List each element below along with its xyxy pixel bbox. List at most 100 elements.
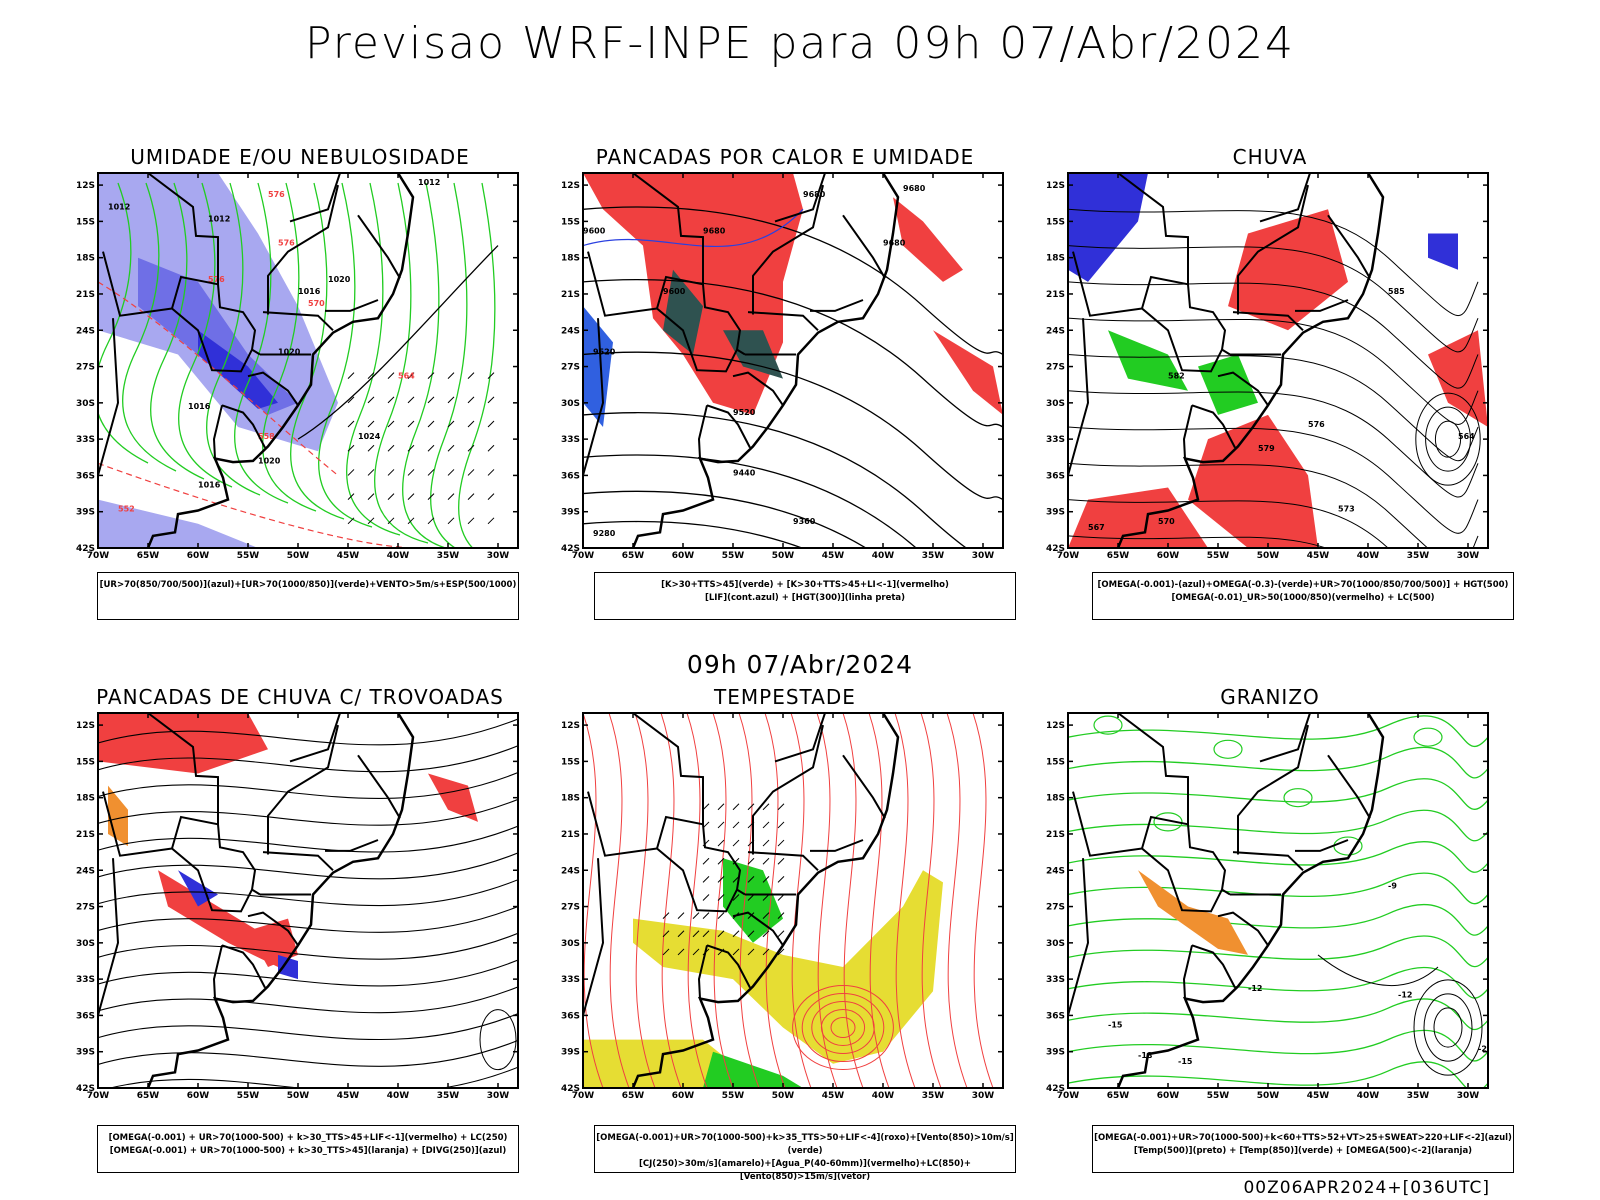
contour-label: -12 [1398, 990, 1412, 999]
lat-tick-label: 39S [76, 1048, 95, 1058]
lon-tick-label: 70W [572, 551, 595, 561]
humidity-contour [346, 182, 401, 536]
height-contour [1068, 281, 1479, 389]
wind-vector [662, 912, 670, 919]
contour-label: -21 [1478, 1045, 1493, 1054]
state-border [1232, 851, 1304, 872]
height-contour [1068, 426, 1479, 534]
lon-tick-label: 40W [872, 551, 895, 561]
contour-label: 1020 [328, 275, 351, 284]
lat-tick-label: 21S [561, 290, 580, 300]
lat-tick-label: 21S [1046, 290, 1065, 300]
state-border [1117, 713, 1189, 825]
lat-tick-label: 36S [1046, 1011, 1065, 1021]
lat-tick-label: 12S [76, 721, 95, 731]
contour-label: 576 [1308, 420, 1325, 429]
wind-vector [777, 912, 785, 919]
thunderstorm-area [158, 870, 278, 967]
height-contour [1425, 406, 1471, 472]
lat-tick-label: 33S [1046, 975, 1065, 985]
state-border [842, 754, 886, 819]
lat-tick-label: 42S [76, 1084, 95, 1094]
streamline [98, 745, 518, 773]
omega-area [1138, 870, 1248, 955]
lon-tick-label: 30W [487, 551, 510, 561]
temp850-contour [1068, 998, 1488, 1031]
wind-vector [447, 517, 455, 525]
temp850-contour [1068, 872, 1488, 905]
temp850-contour [1153, 812, 1183, 832]
wind-vector [467, 493, 475, 500]
precipitable-water-contour [868, 713, 890, 1088]
wind-vector [347, 469, 355, 476]
contour-label: 9680 [883, 239, 906, 248]
panel-title: PANCADAS DE CHUVA C/ TROVOADAS [96, 685, 504, 709]
contour-label: 552 [118, 505, 135, 514]
contour-label: 1016 [188, 402, 211, 411]
wind-vector [692, 930, 700, 938]
rain-area [1188, 414, 1318, 548]
wind-vector [387, 517, 395, 525]
wind-vector [747, 803, 755, 811]
lat-tick-label: 30S [1046, 939, 1065, 949]
lat-tick-label: 42S [76, 544, 95, 554]
lat-tick-label: 15S [76, 757, 95, 767]
contour-label: 582 [1168, 372, 1185, 381]
wind-vector [407, 396, 415, 404]
contour-label: 9680 [703, 226, 726, 235]
legend-line: [OMEGA(-0.001)-(azul)+OMEGA(-0.3)-(verde… [1097, 580, 1509, 590]
wind-vector [447, 444, 455, 452]
lon-tick-label: 55W [1207, 551, 1230, 561]
thickness-contour [98, 462, 419, 548]
height-contour [1068, 462, 1479, 548]
state-border [732, 911, 784, 946]
lon-tick-label: 30W [1457, 551, 1480, 561]
wind-vector [692, 948, 700, 956]
state-border [267, 724, 339, 855]
height-contour [1415, 392, 1481, 486]
state-border [774, 713, 826, 763]
state-border [1068, 858, 1090, 1023]
wind-vector [427, 517, 435, 525]
lat-tick-label: 39S [76, 508, 95, 518]
legend-line: [LIF](cont.azul) + [HGT(300)](linha pret… [704, 593, 906, 603]
lat-tick-label: 12S [561, 721, 580, 731]
height-contour [1068, 390, 1479, 498]
map-canvas: 585 582 579 576 573 570 567 564 12S 15S 18S 21S 24S 2… [1046, 172, 1489, 561]
lon-tick-label: 60W [1157, 551, 1180, 561]
lon-tick-label: 40W [872, 1091, 895, 1101]
contour-label: -12 [1248, 984, 1262, 993]
wind-vector [692, 912, 700, 919]
state-border [221, 944, 266, 989]
height-contour [583, 279, 1003, 428]
height-contour [1068, 208, 1479, 317]
contour-label: 1016 [198, 481, 221, 490]
lat-tick-label: 42S [1046, 1084, 1065, 1094]
state-border [697, 405, 708, 459]
thunderstorm-area [248, 918, 298, 967]
wind-vector [732, 857, 740, 865]
wind-vector [447, 372, 455, 379]
panel-chuva: CHUVA 585 582 579 576 573 570 567 564 12S 15S 18S 2… [1046, 145, 1490, 625]
wind-vector [732, 894, 740, 901]
legend-box: [OMEGA(-0.001)+UR>70(1000-500)+k<60+TTS>… [1092, 1125, 1514, 1173]
lon-tick-label: 40W [1357, 551, 1380, 561]
lon-tick-label: 55W [722, 1091, 745, 1101]
lat-tick-label: 39S [1046, 508, 1065, 518]
contour-label: 585 [1388, 287, 1405, 296]
lon-tick-label: 55W [722, 551, 745, 561]
lat-tick-label: 24S [1046, 326, 1065, 336]
wind-vector [487, 517, 495, 525]
contour-label: 9680 [803, 190, 826, 199]
wind-vector [367, 469, 375, 476]
state-border [632, 173, 704, 285]
legend-line: [Temp(500)](preto) + [Temp(850)](verde) … [1133, 1146, 1473, 1156]
lat-tick-label: 24S [561, 326, 580, 336]
lon-tick-label: 30W [972, 1091, 995, 1101]
divergence-area [278, 954, 298, 980]
lat-tick-label: 27S [76, 363, 95, 373]
wind-vector [367, 493, 375, 500]
wind-vector [747, 948, 755, 956]
wind-vector [732, 930, 740, 938]
lon-tick-label: 50W [772, 1091, 795, 1101]
